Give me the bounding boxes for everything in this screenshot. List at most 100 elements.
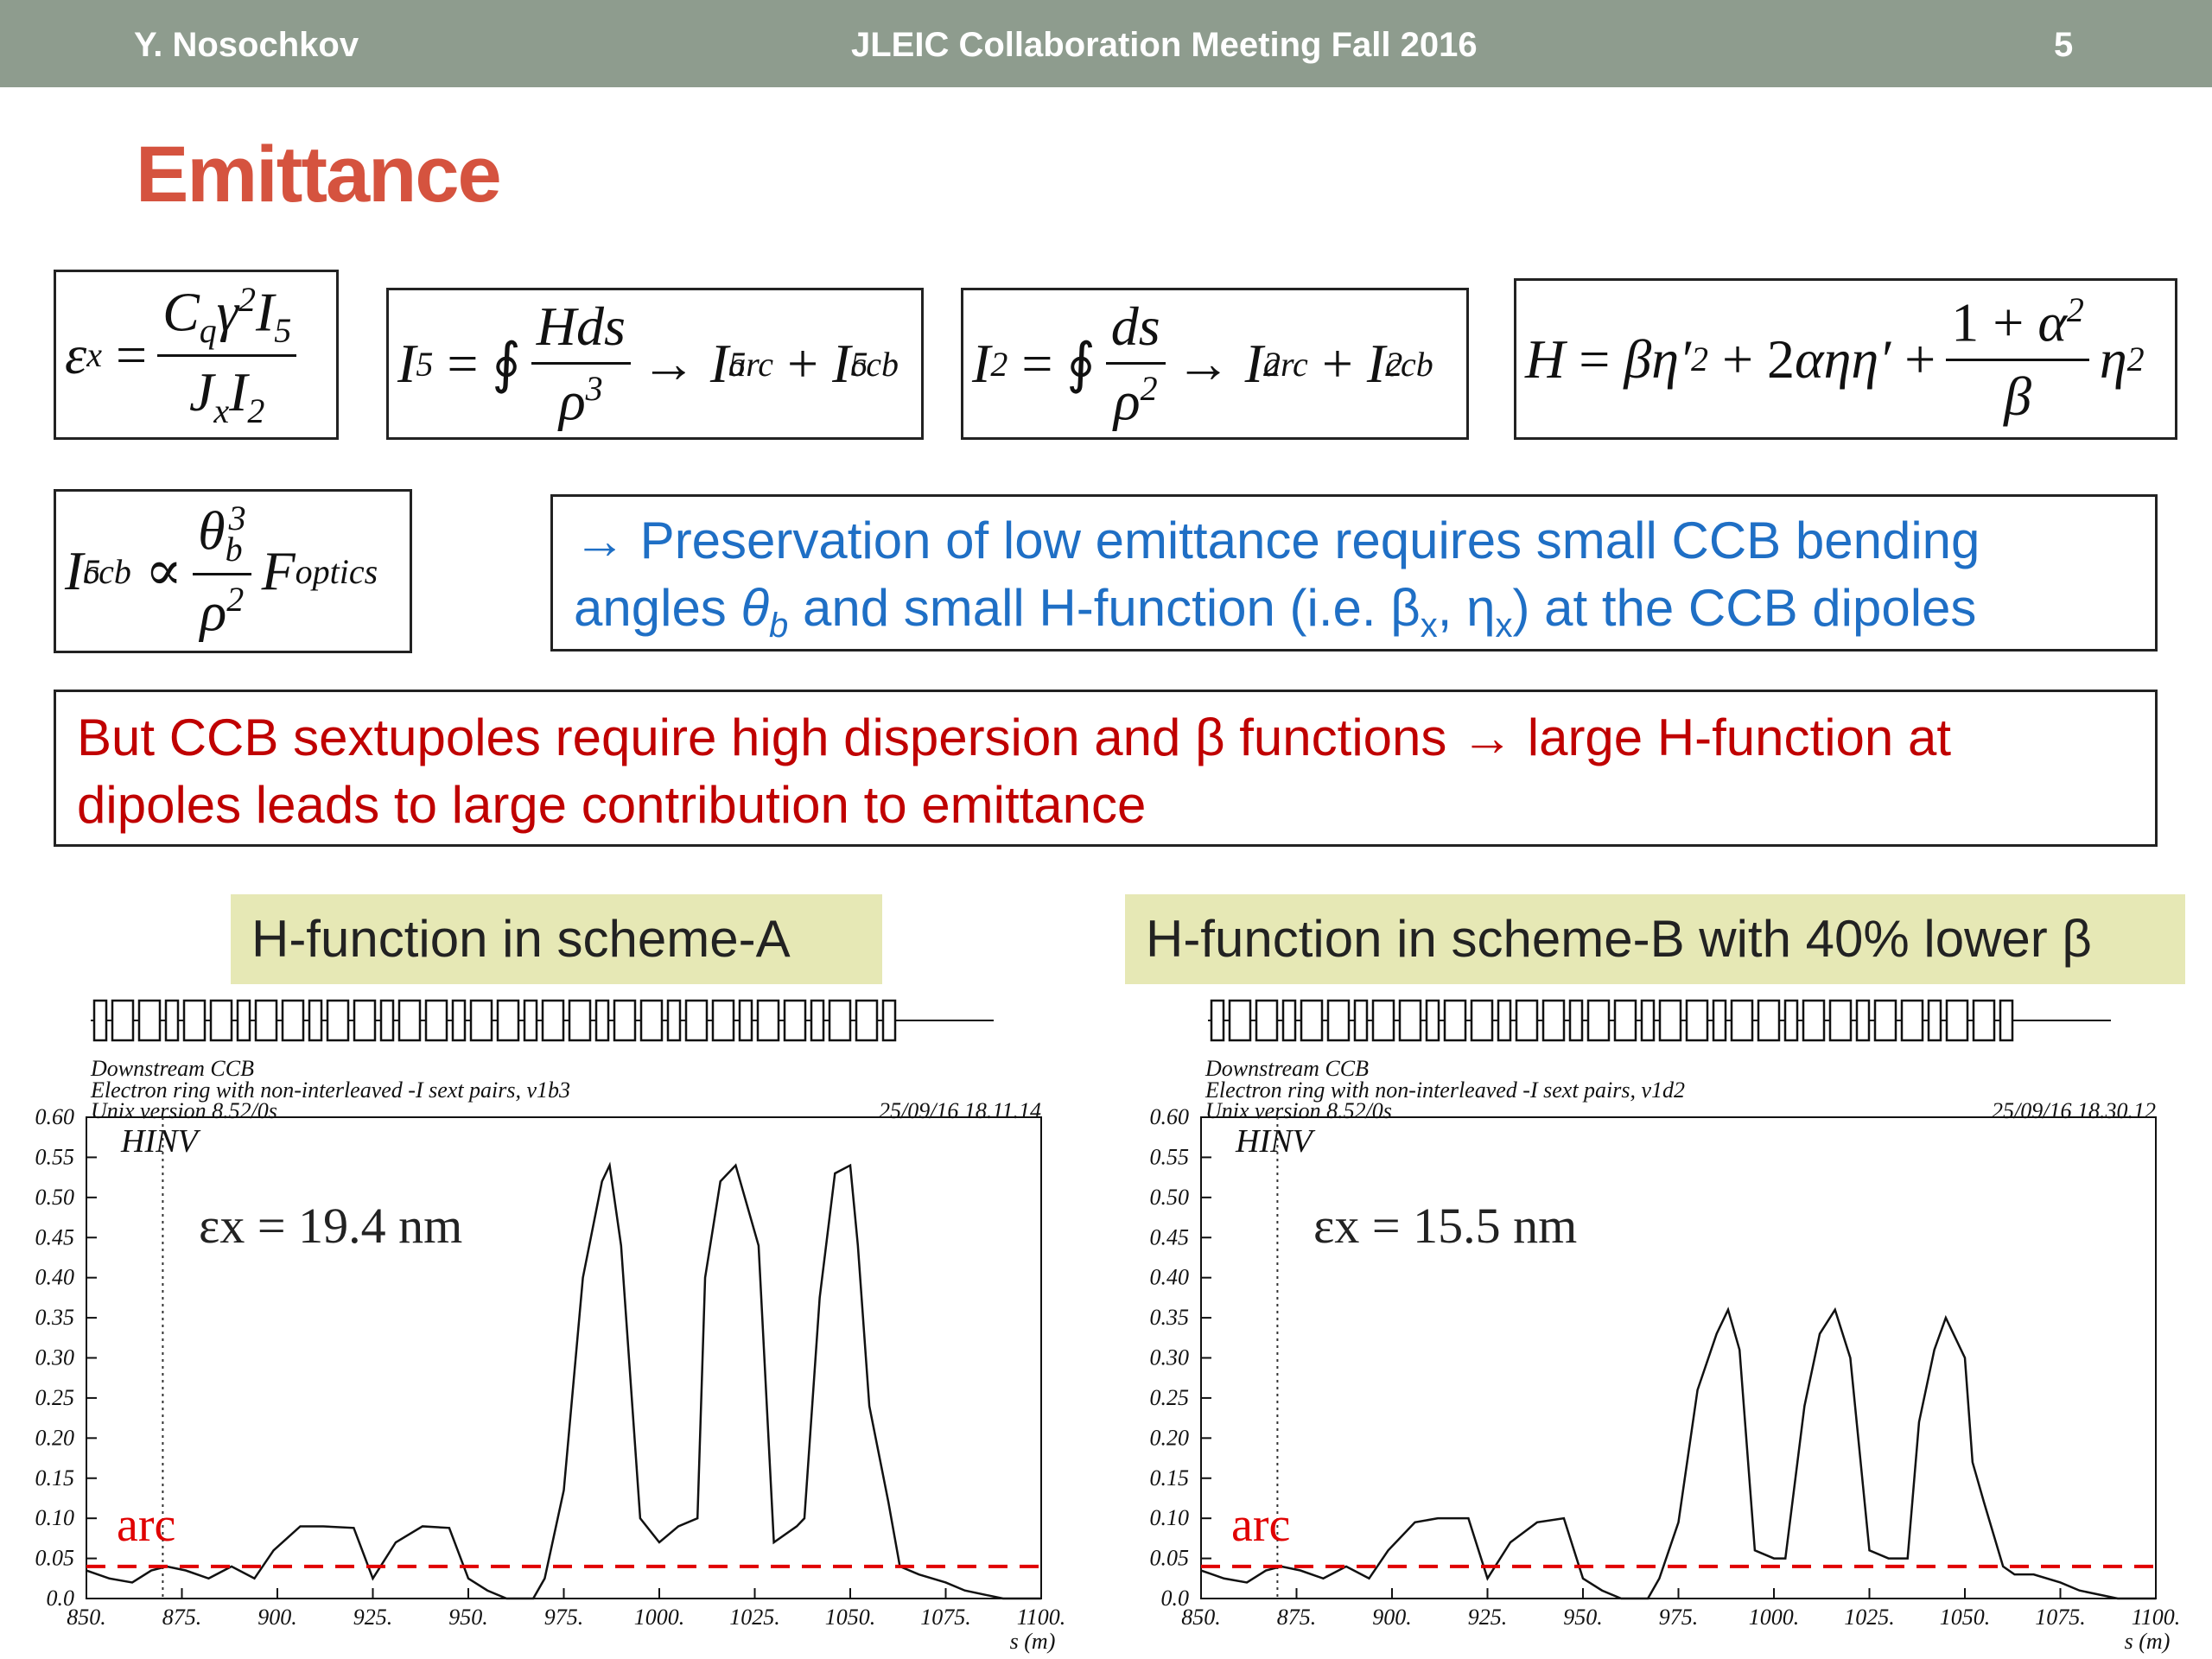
panel-b-label: H-function in scheme-B with 40% lower β: [1125, 894, 2185, 984]
blue-note-line2: angles θb and small H-function (i.e. βx,…: [574, 579, 1977, 645]
lattice-magnet: [1371, 999, 1395, 1042]
lattice-magnet: [855, 999, 879, 1042]
x-tick-label: 1100.: [1017, 1605, 1066, 1630]
x-tick-label: 975.: [1659, 1605, 1699, 1630]
lattice-magnet: [1541, 999, 1566, 1042]
red-note-line2: dipoles leads to large contribution to e…: [77, 776, 1147, 834]
h-function-line: [1200, 1306, 2156, 1600]
lattice-magnet: [1828, 999, 1853, 1042]
lattice-magnet: [1398, 999, 1422, 1042]
x-tick-label: 950.: [448, 1605, 488, 1630]
lattice-magnet: [783, 999, 807, 1042]
blue-note: → Preservation of low emittance requires…: [553, 497, 2155, 670]
y-tick-label: 0.0: [47, 1586, 75, 1611]
chart-timestamp: 25/09/16 18.11.14: [879, 1098, 1041, 1123]
chart-version: Unix version 8.52/0s: [91, 1098, 277, 1123]
lattice-magnet: [639, 999, 664, 1042]
x-axis-label: s (m): [2125, 1629, 2171, 1654]
x-tick-label: 1075.: [2035, 1605, 2086, 1630]
x-tick-label: 925.: [353, 1605, 393, 1630]
arc-label: arc: [1231, 1498, 1290, 1552]
lattice-magnet: [164, 999, 180, 1042]
lattice-magnet: [1855, 999, 1871, 1042]
x-tick-label: 850.: [1181, 1605, 1221, 1630]
lattice-magnet: [881, 999, 897, 1042]
chart-subtitle: Downstream CCB: [90, 1056, 254, 1081]
y-tick-label: 0.30: [35, 1345, 75, 1370]
lattice-magnet: [684, 999, 709, 1042]
lattice-magnet: [541, 999, 565, 1042]
lattice-magnet: [397, 999, 422, 1042]
h-function-line: [86, 1161, 1041, 1600]
lattice-magnet: [451, 999, 467, 1042]
x-tick-label: 1025.: [729, 1605, 780, 1630]
lattice-magnet: [1613, 999, 1637, 1042]
y-tick-label: 0.30: [1150, 1345, 1190, 1370]
chart-version: Unix version 8.52/0s: [1205, 1098, 1392, 1123]
y-tick-label: 0.55: [1150, 1144, 1190, 1169]
lattice-magnet: [1281, 999, 1297, 1042]
lattice-magnet: [236, 999, 251, 1042]
lattice-magnet: [568, 999, 592, 1042]
x-axis-label: s (m): [1010, 1629, 1056, 1654]
x-tick-label: 875.: [162, 1605, 202, 1630]
lattice-magnet: [1210, 999, 1225, 1042]
lattice-magnet: [1900, 999, 1924, 1042]
lattice-magnet: [1730, 999, 1754, 1042]
lattice-magnet: [1568, 999, 1584, 1042]
meeting-title: JLEIC Collaboration Meeting Fall 2016: [851, 26, 1478, 64]
y-tick-label: 0.45: [35, 1224, 75, 1249]
lattice-magnet: [1515, 999, 1539, 1042]
lattice-strip-b: [1208, 999, 2111, 1042]
emittance-label: εx = 15.5 nm: [1313, 1198, 1577, 1254]
y-tick-label: 0.10: [35, 1505, 75, 1530]
header-bar: Y. Nosochkov JLEIC Collaboration Meeting…: [0, 0, 2212, 87]
chart-description: Electron ring with non-interleaved -I se…: [90, 1077, 570, 1103]
x-tick-label: 850.: [67, 1605, 106, 1630]
lattice-magnet: [1300, 999, 1324, 1042]
lattice-magnet: [1757, 999, 1781, 1042]
chart-description: Electron ring with non-interleaved -I se…: [1205, 1077, 1685, 1103]
y-tick-label: 0.55: [35, 1144, 75, 1169]
lattice-magnet: [523, 999, 538, 1042]
y-tick-label: 0.10: [1150, 1505, 1190, 1530]
y-axis-label: HINV: [1235, 1123, 1315, 1160]
lattice-magnet: [1470, 999, 1494, 1042]
lattice-magnet: [1685, 999, 1709, 1042]
lattice-magnet: [1497, 999, 1512, 1042]
lattice-magnet: [469, 999, 493, 1042]
lattice-magnet: [111, 999, 135, 1042]
lattice-magnet: [379, 999, 395, 1042]
y-tick-label: 0.05: [1150, 1546, 1190, 1571]
x-tick-label: 1050.: [825, 1605, 876, 1630]
lattice-magnet: [496, 999, 520, 1042]
lattice-magnet: [308, 999, 323, 1042]
lattice-magnet: [594, 999, 610, 1042]
lattice-magnet: [1326, 999, 1351, 1042]
x-tick-label: 1075.: [920, 1605, 971, 1630]
lattice-magnet: [1640, 999, 1656, 1042]
x-tick-label: 1050.: [1940, 1605, 1991, 1630]
red-note-line1: But CCB sextupoles require high dispersi…: [77, 709, 1951, 766]
y-tick-label: 0.25: [1150, 1385, 1190, 1410]
lattice-magnet: [1228, 999, 1252, 1042]
lattice-magnet: [1353, 999, 1369, 1042]
y-axis-label: HINV: [120, 1123, 200, 1160]
lattice-magnet: [209, 999, 233, 1042]
y-tick-label: 0.05: [35, 1546, 75, 1571]
x-tick-label: 875.: [1277, 1605, 1317, 1630]
lattice-magnet: [1999, 999, 2014, 1042]
x-tick-label: 925.: [1468, 1605, 1508, 1630]
y-tick-label: 0.40: [35, 1265, 75, 1290]
lattice-magnet: [1927, 999, 1942, 1042]
author-name: Y. Nosochkov: [134, 26, 359, 64]
lattice-magnet: [666, 999, 682, 1042]
h-function-equation: H = βη′ 2 + 2 αηη′ + 1 + α2 β η 2: [1525, 290, 2145, 427]
lattice-magnet: [828, 999, 852, 1042]
chart-subtitle: Downstream CCB: [1205, 1056, 1369, 1081]
